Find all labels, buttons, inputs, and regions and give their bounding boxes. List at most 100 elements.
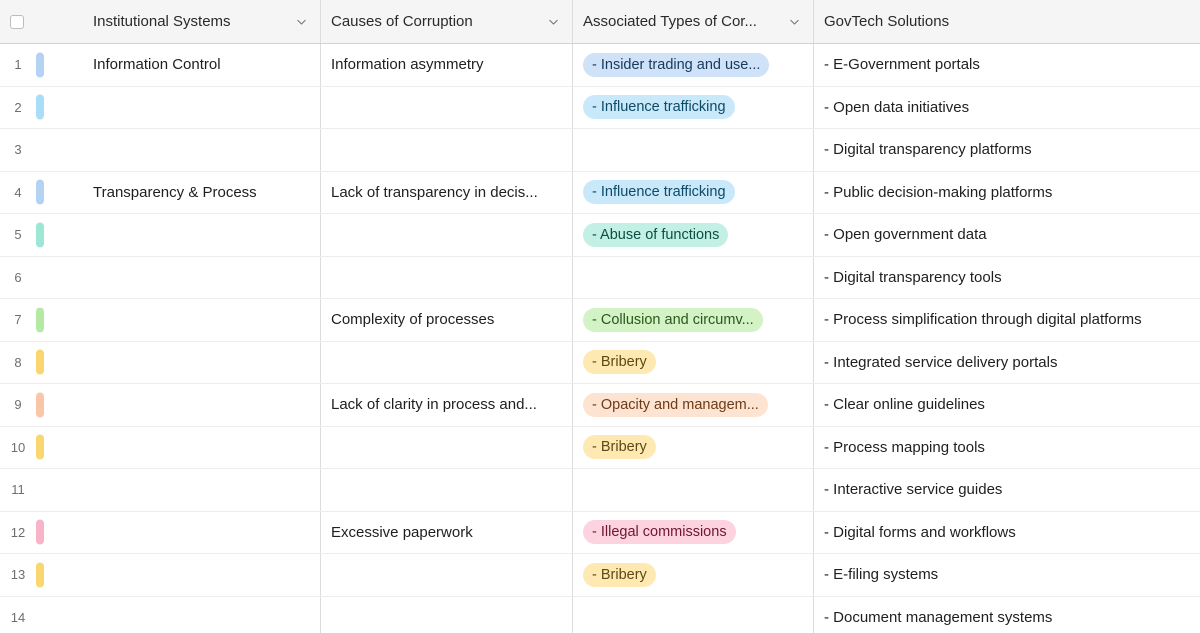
cell-govtech-solution[interactable]: - Interactive service guides [814, 469, 1200, 511]
row-color-bar [36, 94, 44, 120]
cell-institutional-systems[interactable]: 3 [0, 129, 321, 171]
cell-govtech-solution[interactable]: - Process simplification through digital… [814, 299, 1200, 341]
cell-cause-of-corruption[interactable] [321, 469, 573, 511]
table-row: 4 Transparency & Process Lack of transpare… [0, 171, 1200, 214]
cell-associated-type[interactable]: - Opacity and managem... [573, 384, 814, 426]
corruption-type-badge: - Influence trafficking [583, 95, 735, 120]
cell-associated-type[interactable] [573, 596, 814, 633]
cell-govtech-solution[interactable]: - Clear online guidelines [814, 384, 1200, 426]
cell-govtech-solution[interactable]: - Digital forms and workflows [814, 512, 1200, 554]
row-number[interactable]: 3 [14, 142, 22, 158]
chevron-down-icon[interactable] [295, 15, 308, 28]
cell-govtech-solution[interactable]: - E-Government portals [814, 44, 1200, 86]
govtech-solution-value: - Document management systems [824, 608, 1053, 626]
cell-institutional-systems[interactable]: 8 [0, 341, 321, 383]
row-number[interactable]: 12 [10, 524, 26, 540]
cell-institutional-systems[interactable]: 12 [0, 511, 321, 553]
table-row: 6 - Digital transparency tools [0, 256, 1200, 299]
cell-govtech-solution[interactable]: - Digital transparency tools [814, 257, 1200, 299]
cell-govtech-solution[interactable]: - Open government data [814, 214, 1200, 256]
govtech-solution-value: - Open data initiatives [824, 98, 970, 116]
cell-cause-of-corruption[interactable] [321, 256, 573, 298]
row-color-bar [36, 392, 44, 418]
cell-associated-type[interactable]: - Collusion and circumv... [573, 299, 814, 341]
row-number[interactable]: 1 [14, 57, 22, 73]
row-number[interactable]: 4 [14, 184, 22, 200]
table-row: 7 Complexity of processes - Collusion and … [0, 299, 1200, 342]
cell-institutional-systems[interactable]: 14 [0, 596, 321, 633]
cell-cause-of-corruption[interactable]: Excessive paperwork [321, 511, 573, 553]
cell-cause-of-corruption[interactable]: Lack of transparency in decis... [321, 171, 573, 213]
cell-associated-type[interactable]: - Bribery [573, 341, 814, 383]
cell-cause-of-corruption[interactable] [321, 129, 573, 171]
cell-institutional-systems[interactable]: 1 Information Control [0, 44, 321, 86]
cell-govtech-solution[interactable]: - Public decision-making platforms [814, 172, 1200, 214]
cell-institutional-systems[interactable]: 2 [0, 86, 321, 128]
cell-govtech-solution[interactable]: - Digital transparency platforms [814, 129, 1200, 171]
column-header-label: GovTech Solutions [824, 13, 950, 30]
row-number[interactable]: 14 [10, 609, 26, 625]
cell-cause-of-corruption[interactable]: Lack of clarity in process and... [321, 384, 573, 426]
column-header-causes-of-corruption[interactable]: Causes of Corruption [321, 0, 573, 43]
chevron-down-icon[interactable] [547, 15, 560, 28]
corruption-type-badge: - Abuse of functions [583, 222, 729, 247]
cause-value: Information asymmetry [331, 56, 484, 74]
cell-associated-type[interactable]: - Influence trafficking [573, 86, 814, 128]
cell-cause-of-corruption[interactable] [321, 341, 573, 383]
cell-cause-of-corruption[interactable] [321, 214, 573, 256]
cell-institutional-systems[interactable]: 4 Transparency & Process [0, 171, 321, 213]
row-number[interactable]: 10 [10, 439, 26, 455]
row-number[interactable]: 5 [14, 227, 22, 243]
cell-govtech-solution[interactable]: - Open data initiatives [814, 87, 1200, 129]
cell-associated-type[interactable]: - Insider trading and use... [573, 44, 814, 86]
cell-associated-type[interactable]: - Abuse of functions [573, 214, 814, 256]
cause-value: Excessive paperwork [331, 523, 473, 541]
cell-institutional-systems[interactable]: 7 [0, 299, 321, 341]
cell-associated-type[interactable]: - Bribery [573, 554, 814, 596]
cell-associated-type[interactable] [573, 256, 814, 298]
row-number[interactable]: 9 [14, 397, 22, 413]
row-number[interactable]: 11 [11, 482, 25, 498]
row-number[interactable]: 2 [14, 99, 22, 115]
govtech-solution-value: - Digital forms and workflows [824, 523, 1016, 541]
cell-govtech-solution[interactable]: - E-filing systems [814, 554, 1200, 596]
cell-associated-type[interactable]: - Illegal commissions [573, 511, 814, 553]
cell-associated-type[interactable]: - Influence trafficking [573, 171, 814, 213]
column-header-associated-types[interactable]: Associated Types of Cor... [573, 0, 814, 43]
cell-cause-of-corruption[interactable]: Complexity of processes [321, 299, 573, 341]
column-header-govtech-solutions[interactable]: GovTech Solutions [814, 0, 1200, 43]
table-row: 9 Lack of clarity in process and... - Opac… [0, 384, 1200, 427]
cell-associated-type[interactable] [573, 469, 814, 511]
row-number[interactable]: 7 [14, 312, 22, 328]
cell-institutional-systems[interactable]: 11 [0, 469, 321, 511]
cell-govtech-solution[interactable]: - Process mapping tools [814, 427, 1200, 469]
cell-govtech-solution[interactable]: - Integrated service delivery portals [814, 342, 1200, 384]
cell-cause-of-corruption[interactable] [321, 426, 573, 468]
column-header-institutional-systems[interactable]: Institutional Systems [0, 0, 321, 43]
row-number[interactable]: 6 [14, 269, 22, 285]
cell-institutional-systems[interactable]: 5 [0, 214, 321, 256]
govtech-solution-value: - E-filing systems [824, 566, 939, 584]
column-header-label: Associated Types of Cor... [583, 13, 757, 30]
cell-associated-type[interactable]: - Bribery [573, 426, 814, 468]
table-row: 8 - Bribery - Integrated service delivery … [0, 341, 1200, 384]
chevron-down-icon[interactable] [788, 15, 801, 28]
cell-associated-type[interactable] [573, 129, 814, 171]
cell-cause-of-corruption[interactable]: Information asymmetry [321, 44, 573, 86]
cell-institutional-systems[interactable]: 9 [0, 384, 321, 426]
cell-cause-of-corruption[interactable] [321, 596, 573, 633]
row-number[interactable]: 13 [10, 567, 26, 583]
cell-institutional-systems[interactable]: 10 [0, 426, 321, 468]
cell-institutional-systems[interactable]: 13 [0, 554, 321, 596]
cell-cause-of-corruption[interactable] [321, 86, 573, 128]
row-color-bar [36, 519, 44, 545]
corruption-type-badge: - Opacity and managem... [583, 392, 768, 417]
row-number[interactable]: 8 [14, 354, 22, 370]
cell-institutional-systems[interactable]: 6 [0, 256, 321, 298]
cell-cause-of-corruption[interactable] [321, 554, 573, 596]
corruption-type-badge: - Illegal commissions [583, 520, 736, 545]
table-row: 3 - Digital transparency platforms [0, 129, 1200, 172]
cell-govtech-solution[interactable]: - Document management systems [814, 597, 1200, 633]
select-all-checkbox[interactable] [10, 14, 24, 29]
